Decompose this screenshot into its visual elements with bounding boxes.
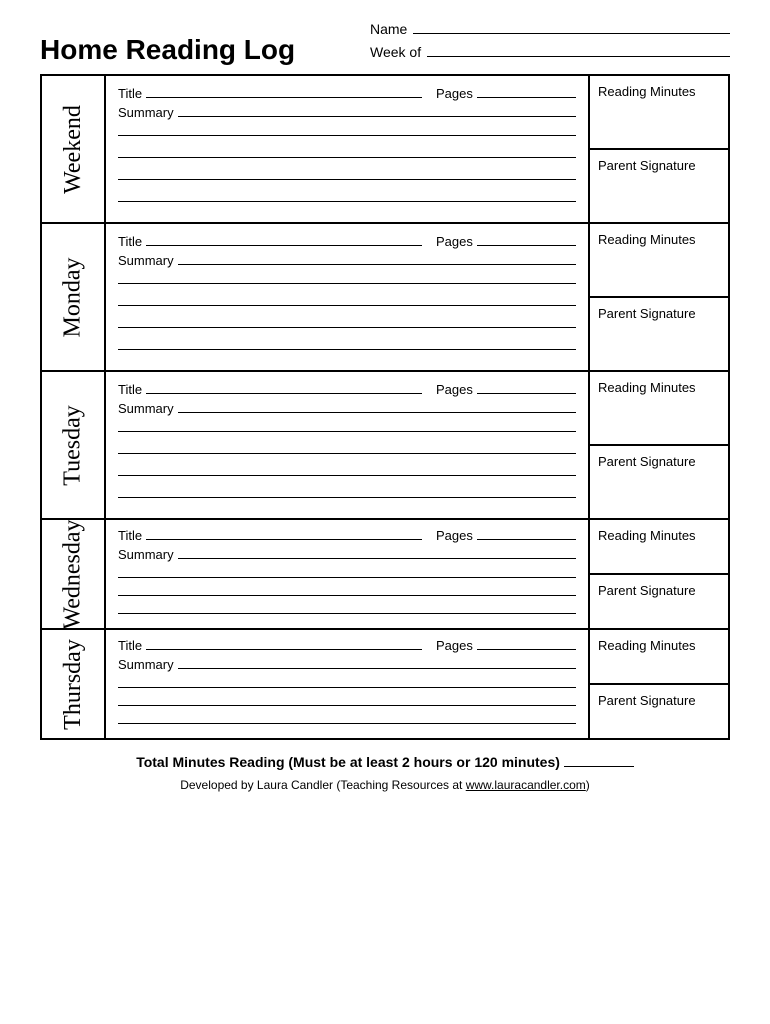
day-label-weekend: Weekend	[60, 105, 87, 194]
summary-blank-1[interactable]	[178, 401, 576, 413]
content-cell: Title Pages Summary	[106, 76, 588, 222]
name-blank[interactable]	[413, 20, 730, 34]
summary-blank-2[interactable]	[118, 272, 576, 284]
day-label-cell: Tuesday	[42, 372, 106, 518]
summary-blank-1[interactable]	[178, 105, 576, 117]
pages-blank[interactable]	[477, 382, 576, 394]
summary-label: Summary	[118, 401, 174, 416]
row-weekend: Weekend Title Pages Summary Reading Minu…	[42, 76, 728, 224]
row-tuesday: Tuesday Title Pages Summary Reading Minu…	[42, 372, 728, 520]
summary-blank-5[interactable]	[118, 338, 576, 350]
content-cell: Title Pages Summary	[106, 224, 588, 370]
summary-blank-2[interactable]	[118, 566, 576, 578]
title-label: Title	[118, 86, 142, 101]
pages-blank[interactable]	[477, 528, 576, 540]
day-label-tuesday: Tuesday	[60, 405, 87, 485]
pages-label: Pages	[436, 382, 473, 397]
summary-blank-4[interactable]	[118, 464, 576, 476]
week-field-row: Week of	[370, 43, 730, 60]
title-blank[interactable]	[146, 638, 422, 650]
parent-signature-cell[interactable]: Parent Signature	[590, 685, 728, 738]
summary-blank-1[interactable]	[178, 657, 576, 669]
pages-label: Pages	[436, 86, 473, 101]
summary-blank-3[interactable]	[118, 294, 576, 306]
content-cell: Title Pages Summary	[106, 520, 588, 628]
title-label: Title	[118, 234, 142, 249]
pages-blank[interactable]	[477, 234, 576, 246]
summary-label: Summary	[118, 657, 174, 672]
title-label: Title	[118, 528, 142, 543]
title-blank[interactable]	[146, 528, 422, 540]
reading-log-table: Weekend Title Pages Summary Reading Minu…	[40, 74, 730, 740]
day-label-cell: Weekend	[42, 76, 106, 222]
total-minutes-blank[interactable]	[564, 766, 634, 767]
day-label-cell: Thursday	[42, 630, 106, 738]
day-label-thursday: Thursday	[60, 639, 87, 730]
summary-blank-4[interactable]	[118, 602, 576, 614]
parent-signature-cell[interactable]: Parent Signature	[590, 575, 728, 628]
right-column: Reading Minutes Parent Signature	[588, 630, 728, 738]
summary-label: Summary	[118, 105, 174, 120]
summary-blank-4[interactable]	[118, 168, 576, 180]
summary-label: Summary	[118, 547, 174, 562]
summary-label: Summary	[118, 253, 174, 268]
reading-minutes-cell[interactable]: Reading Minutes	[590, 520, 728, 575]
parent-signature-cell[interactable]: Parent Signature	[590, 446, 728, 518]
summary-blank-3[interactable]	[118, 442, 576, 454]
row-monday: Monday Title Pages Summary Reading Minut…	[42, 224, 728, 372]
pages-label: Pages	[436, 528, 473, 543]
summary-blank-5[interactable]	[118, 190, 576, 202]
right-column: Reading Minutes Parent Signature	[588, 224, 728, 370]
content-cell: Title Pages Summary	[106, 372, 588, 518]
summary-blank-2[interactable]	[118, 124, 576, 136]
content-cell: Title Pages Summary	[106, 630, 588, 738]
parent-signature-cell[interactable]: Parent Signature	[590, 150, 728, 222]
title-label: Title	[118, 382, 142, 397]
row-wednesday: Wednesday Title Pages Summary Reading Mi…	[42, 520, 728, 630]
pages-label: Pages	[436, 638, 473, 653]
summary-blank-3[interactable]	[118, 146, 576, 158]
summary-blank-5[interactable]	[118, 486, 576, 498]
right-column: Reading Minutes Parent Signature	[588, 76, 728, 222]
footer-credit: Developed by Laura Candler (Teaching Res…	[40, 778, 730, 792]
parent-signature-cell[interactable]: Parent Signature	[590, 298, 728, 370]
pages-blank[interactable]	[477, 86, 576, 98]
name-label: Name	[370, 21, 407, 37]
summary-blank-1[interactable]	[178, 547, 576, 559]
reading-minutes-cell[interactable]: Reading Minutes	[590, 372, 728, 446]
footer-total: Total Minutes Reading (Must be at least …	[40, 754, 730, 770]
reading-minutes-cell[interactable]: Reading Minutes	[590, 630, 728, 685]
day-label-monday: Monday	[60, 257, 87, 337]
title-label: Title	[118, 638, 142, 653]
day-label-cell: Wednesday	[42, 520, 106, 628]
right-column: Reading Minutes Parent Signature	[588, 520, 728, 628]
pages-blank[interactable]	[477, 638, 576, 650]
summary-blank-4[interactable]	[118, 316, 576, 328]
day-label-cell: Monday	[42, 224, 106, 370]
summary-blank-1[interactable]	[178, 253, 576, 265]
summary-blank-3[interactable]	[118, 584, 576, 596]
summary-blank-2[interactable]	[118, 676, 576, 688]
page-title: Home Reading Log	[40, 34, 295, 66]
week-label: Week of	[370, 44, 421, 60]
credit-link[interactable]: www.lauracandler.com	[466, 778, 586, 792]
title-blank[interactable]	[146, 234, 422, 246]
name-field-row: Name	[370, 20, 730, 37]
summary-blank-3[interactable]	[118, 694, 576, 706]
row-thursday: Thursday Title Pages Summary Reading Min…	[42, 630, 728, 738]
pages-label: Pages	[436, 234, 473, 249]
reading-minutes-cell[interactable]: Reading Minutes	[590, 76, 728, 150]
summary-blank-4[interactable]	[118, 712, 576, 724]
title-blank[interactable]	[146, 86, 422, 98]
title-blank[interactable]	[146, 382, 422, 394]
reading-minutes-cell[interactable]: Reading Minutes	[590, 224, 728, 298]
right-column: Reading Minutes Parent Signature	[588, 372, 728, 518]
day-label-wednesday: Wednesday	[60, 519, 87, 629]
week-blank[interactable]	[427, 43, 730, 57]
summary-blank-2[interactable]	[118, 420, 576, 432]
